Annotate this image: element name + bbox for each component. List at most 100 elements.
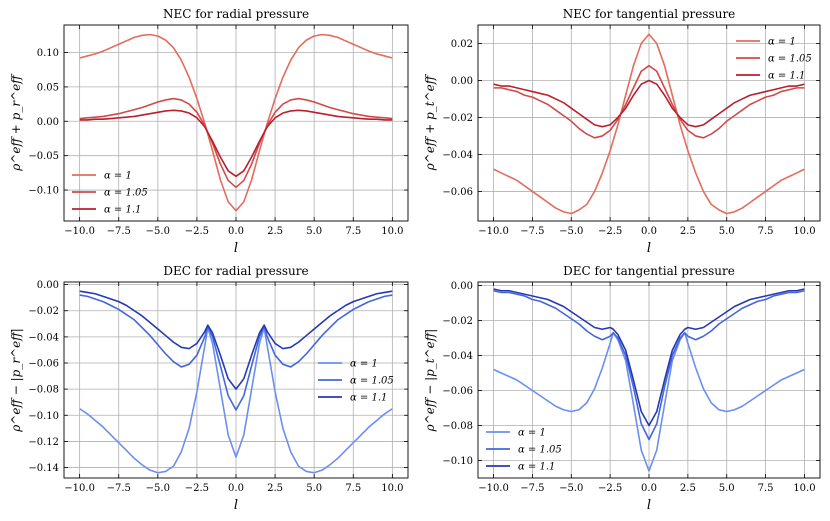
legend-label: α = 1.05 — [350, 376, 394, 387]
y-tick-label: 0.05 — [37, 82, 59, 93]
x-tick-label: −7.5 — [520, 226, 544, 237]
legend-label: α = 1.1 — [350, 393, 387, 404]
legend: α = 1 α = 1.05 α = 1.1 — [318, 359, 394, 404]
y-tick-label: −0.02 — [28, 306, 59, 317]
y-tick-label: −0.10 — [28, 186, 59, 197]
series-line-1 — [493, 289, 805, 441]
y-tick-label: 0.00 — [451, 281, 473, 292]
series-lines — [493, 288, 805, 472]
series-line-0 — [79, 33, 393, 212]
y-tick-label: −0.08 — [442, 421, 473, 432]
panel-dec-radial: DEC for radial pressure −10.0 −7.5 −5.0 −2.5… — [9, 264, 409, 513]
x-tick-label: −7.5 — [107, 226, 131, 237]
grid — [478, 25, 820, 221]
plot-frame — [63, 281, 409, 479]
series-line-2 — [79, 290, 393, 390]
x-tick-label: 0.0 — [641, 483, 657, 494]
y-tick-label: −0.06 — [28, 359, 59, 370]
plot-frame — [477, 24, 821, 222]
chart-title: DEC for radial pressure — [163, 264, 308, 278]
x-tick-label: −2.5 — [598, 483, 622, 494]
x-tick-label: 2.5 — [267, 226, 283, 237]
y-axis-label: ρ^eff + p_t^eff — [423, 73, 437, 171]
chart-title: DEC for tangential pressure — [563, 264, 735, 278]
y-tick-label: 0.00 — [37, 117, 59, 128]
y-tick-label: −0.05 — [28, 151, 59, 162]
plot-frame — [477, 281, 821, 479]
y-axis-label: ρ^eff − |p_t^eff| — [423, 329, 437, 433]
y-tick-label: 0.10 — [37, 48, 59, 59]
y-tick-label: −0.04 — [442, 351, 473, 362]
x-tick-label: −10.0 — [478, 226, 509, 237]
x-tick-label: −5.0 — [559, 226, 583, 237]
y-tick-label: 0.00 — [37, 280, 59, 291]
grid — [478, 282, 820, 478]
legend-label: α = 1.05 — [768, 54, 812, 65]
panel-nec-radial: NEC for radial pressure −10.0 −7.5 −5.0 −2.5… — [9, 7, 409, 256]
x-tick-label: 5.0 — [306, 226, 322, 237]
y-tick-label: −0.04 — [442, 150, 473, 161]
series-line-2 — [493, 288, 805, 427]
y-tick-label: −0.02 — [442, 113, 473, 124]
x-tick-label: −2.5 — [185, 226, 209, 237]
legend-label: α = 1 — [768, 37, 796, 48]
y-tick-label: −0.02 — [442, 316, 473, 327]
x-tick-label: 0.0 — [228, 483, 244, 494]
legend-label: α = 1 — [518, 428, 546, 439]
x-tick-label: 0.0 — [228, 226, 244, 237]
ticks: −10.0 −7.5 −5.0 −2.5 0.0 2.5 5.0 7.5 10.0 0.00 −0.… — [28, 280, 408, 494]
x-tick-label: 2.5 — [680, 483, 696, 494]
x-tick-label: −5.0 — [146, 226, 170, 237]
legend-label: α = 1.05 — [104, 188, 148, 199]
y-tick-label: −0.08 — [28, 385, 59, 396]
x-tick-label: 10.0 — [793, 226, 815, 237]
x-tick-label: −7.5 — [107, 483, 131, 494]
series-line-1 — [493, 64, 805, 139]
x-tick-label: 2.5 — [267, 483, 283, 494]
series-line-1 — [79, 97, 393, 189]
legend: α = 1 α = 1.05 α = 1.1 — [486, 428, 562, 473]
x-tick-label: 10.0 — [381, 483, 403, 494]
y-axis-label: ρ^eff − |p_r^eff| — [9, 328, 23, 433]
series-lines — [79, 33, 393, 212]
y-axis-label-text: ρ^eff − |p_t^eff| — [423, 329, 437, 433]
x-tick-label: 7.5 — [758, 226, 774, 237]
y-tick-label: 0.00 — [451, 76, 473, 87]
y-axis-label-text: ρ^eff − |p_r^eff| — [9, 328, 23, 433]
series-line-1 — [79, 294, 393, 411]
series-lines — [79, 290, 393, 474]
chart-title: NEC for radial pressure — [163, 7, 309, 21]
x-tick-label: −2.5 — [598, 226, 622, 237]
x-tick-label: −10.0 — [478, 483, 509, 494]
x-tick-label: 7.5 — [345, 483, 361, 494]
x-axis-label: l — [647, 241, 651, 256]
x-tick-label: 7.5 — [345, 226, 361, 237]
y-axis-label-text: ρ^eff + p_r^eff — [9, 73, 23, 172]
x-tick-label: 10.0 — [381, 226, 403, 237]
legend-label: α = 1.1 — [768, 71, 805, 82]
y-tick-label: −0.12 — [28, 437, 59, 448]
x-tick-label: 0.0 — [641, 226, 657, 237]
x-tick-label: 2.5 — [680, 226, 696, 237]
y-tick-label: −0.14 — [28, 463, 59, 474]
x-tick-label: 7.5 — [758, 483, 774, 494]
legend-label: α = 1.05 — [518, 445, 562, 456]
legend: α = 1 α = 1.05 α = 1.1 — [72, 171, 148, 216]
x-tick-label: −2.5 — [185, 483, 209, 494]
ticks: −10.0 −7.5 −5.0 −2.5 0.0 2.5 5.0 7.5 10.0 −0.10 −0… — [28, 25, 408, 237]
legend-label: α = 1 — [350, 359, 378, 370]
series-line-0 — [493, 33, 805, 215]
panel-dec-tangential: DEC for tangential pressure −10.0 −7.5 −5.0… — [423, 264, 821, 513]
x-axis-label: l — [647, 498, 651, 513]
legend: α = 1 α = 1.05 α = 1.1 — [736, 37, 812, 82]
series-line-0 — [79, 326, 393, 474]
y-axis-label-text: ρ^eff + p_t^eff — [423, 73, 437, 171]
series-lines — [493, 33, 805, 215]
x-axis-label: l — [234, 241, 238, 256]
y-tick-label: −0.10 — [442, 456, 473, 467]
legend-label: α = 1.1 — [104, 205, 141, 216]
series-line-2 — [493, 79, 805, 128]
plot-frame — [63, 24, 409, 222]
legend-label: α = 1 — [104, 171, 132, 182]
